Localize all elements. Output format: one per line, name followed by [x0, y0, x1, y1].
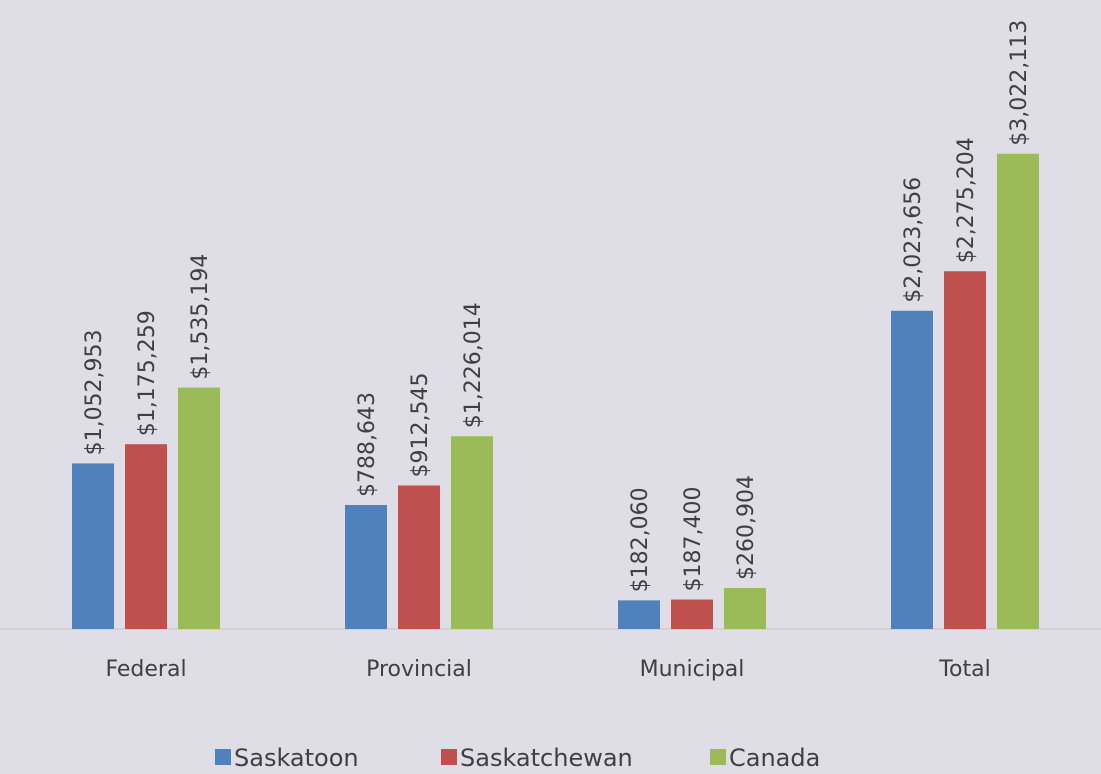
data-label-federal-saskatoon: $1,052,953 — [82, 329, 107, 455]
data-label-provincial-saskatchewan: $912,545 — [408, 373, 433, 478]
legend-label-saskatoon: Saskatoon — [234, 744, 359, 772]
data-label-municipal-saskatoon: $182,060 — [628, 487, 653, 592]
bar-total-canada — [997, 153, 1039, 629]
legend-swatch-saskatchewan — [441, 749, 457, 765]
bar-federal-saskatoon — [72, 463, 114, 629]
bar-municipal-saskatchewan — [671, 599, 713, 629]
bar-total-saskatoon — [891, 310, 933, 629]
data-label-provincial-saskatoon: $788,643 — [355, 392, 380, 497]
bars-group — [72, 153, 1039, 629]
legend-swatch-saskatoon — [215, 749, 231, 765]
bar-provincial-canada — [451, 436, 493, 629]
category-label-federal: Federal — [105, 657, 186, 682]
bar-federal-saskatchewan — [125, 444, 167, 629]
category-labels-group: Federal Provincial Municipal Total — [105, 657, 990, 682]
data-label-federal-canada: $1,535,194 — [188, 254, 213, 380]
bar-municipal-saskatoon — [618, 600, 660, 629]
category-label-total: Total — [938, 657, 990, 682]
bar-municipal-canada — [724, 587, 766, 629]
bar-total-saskatchewan — [944, 271, 986, 629]
legend-swatch-canada — [710, 749, 726, 765]
data-label-total-canada: $3,022,113 — [1007, 20, 1032, 146]
legend-label-saskatchewan: Saskatchewan — [460, 744, 633, 772]
data-label-total-saskatoon: $2,023,656 — [901, 177, 926, 303]
legend: Saskatoon Saskatchewan Canada — [215, 744, 820, 772]
bar-federal-canada — [178, 387, 220, 629]
category-label-municipal: Municipal — [640, 657, 745, 682]
legend-label-canada: Canada — [729, 744, 820, 772]
data-label-total-saskatchewan: $2,275,204 — [954, 137, 979, 263]
data-label-municipal-saskatchewan: $187,400 — [681, 487, 706, 592]
bar-provincial-saskatoon — [345, 504, 387, 629]
category-label-provincial: Provincial — [366, 657, 472, 682]
bar-provincial-saskatchewan — [398, 485, 440, 629]
data-label-municipal-canada: $260,904 — [734, 475, 759, 580]
data-label-federal-saskatchewan: $1,175,259 — [135, 310, 160, 436]
data-labels-group: $1,052,953 $1,175,259 $1,535,194 $788,643 $9… — [82, 20, 1032, 593]
data-label-provincial-canada: $1,226,014 — [461, 302, 486, 428]
